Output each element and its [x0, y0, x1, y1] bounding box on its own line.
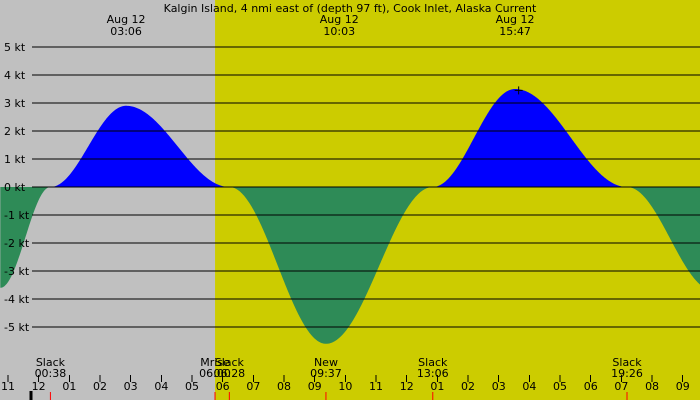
x-tick-label: 08	[645, 380, 659, 393]
x-tick-label: 04	[522, 380, 536, 393]
x-tick-label: 10	[338, 380, 352, 393]
y-tick-label: -2 kt	[4, 237, 30, 250]
y-tick-label: -4 kt	[4, 293, 30, 306]
x-tick-label: 01	[62, 380, 76, 393]
event-name: Slack	[215, 356, 245, 369]
x-tick-label: 12	[400, 380, 414, 393]
x-tick-label: 05	[553, 380, 567, 393]
x-tick-label: 06	[216, 380, 230, 393]
event-name: Slack	[612, 356, 642, 369]
x-tick-label: 01	[430, 380, 444, 393]
peak-date: Aug 12	[496, 13, 535, 26]
x-tick-label: 11	[369, 380, 383, 393]
y-tick-label: 4 kt	[4, 69, 26, 82]
x-tick-label: 04	[154, 380, 168, 393]
ebb-area	[0, 187, 700, 344]
y-tick-label: 5 kt	[4, 41, 26, 54]
x-tick-label: 02	[461, 380, 475, 393]
peak-time: 03:06	[110, 25, 142, 38]
event-time: 09:37	[310, 367, 342, 380]
event-name: Mrise	[200, 356, 230, 369]
y-tick-label: 0 kt	[4, 181, 26, 194]
event-time: 19:26	[611, 367, 643, 380]
y-tick-label: -5 kt	[4, 321, 30, 334]
x-tick-label: 09	[676, 380, 690, 393]
y-tick-label: -3 kt	[4, 265, 30, 278]
event-name: Slack	[418, 356, 448, 369]
peak-time: 10:03	[323, 25, 355, 38]
x-tick-label: 06	[584, 380, 598, 393]
peak-date: Aug 12	[107, 13, 146, 26]
event-time: 00:38	[35, 367, 67, 380]
event-labels: Slack00:38Mrise06:00Slack06:28New09:37Sl…	[35, 356, 643, 400]
grid-lines	[32, 46, 700, 328]
event-name: Slack	[36, 356, 66, 369]
x-tick-label: 09	[308, 380, 322, 393]
y-tick-label: -1 kt	[4, 209, 30, 222]
event-name: New	[314, 356, 338, 369]
x-tick-label: 03	[124, 380, 138, 393]
peak-time: 15:47	[499, 25, 531, 38]
x-tick-label: 02	[93, 380, 107, 393]
x-tick-label: 07	[614, 380, 628, 393]
x-tick-label: 11	[1, 380, 15, 393]
chart-title: Kalgin Island, 4 nmi east of (depth 97 f…	[164, 2, 537, 15]
x-tick-label: 03	[492, 380, 506, 393]
event-time: 06:00	[199, 367, 231, 380]
x-tick-label: 12	[32, 380, 46, 393]
peak-date: Aug 12	[320, 13, 359, 26]
x-tick-label: 07	[246, 380, 260, 393]
y-tick-label: 1 kt	[4, 153, 26, 166]
x-axis-ticks: 11 12 01 02 03 04 05 06 07 08 09 10 11 12 01 02 03 04 05 06…	[1, 375, 690, 400]
flood-area	[0, 89, 700, 187]
cursor	[514, 86, 523, 95]
event-time: 13:06	[417, 367, 449, 380]
x-tick-label: 05	[185, 380, 199, 393]
current-area	[0, 89, 700, 344]
y-tick-label: 2 kt	[4, 125, 26, 138]
x-tick-label: 08	[277, 380, 291, 393]
y-axis-ticks: 5 kt 4 kt 3 kt 2 kt 1 kt 0 kt -1 kt -2 kt -3 kt -…	[4, 41, 30, 334]
event-time: 06:28	[213, 367, 245, 380]
y-tick-label: 3 kt	[4, 97, 26, 110]
